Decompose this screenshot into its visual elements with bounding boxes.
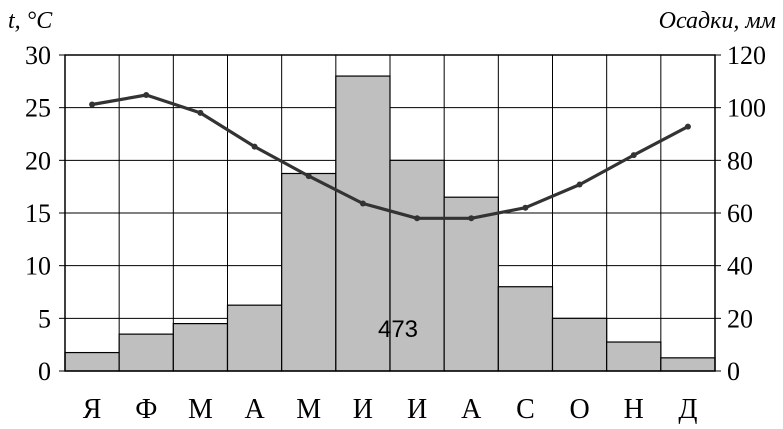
right-tick-label: 40 xyxy=(727,252,753,281)
temperature-point xyxy=(468,215,475,222)
left-tick-label: 30 xyxy=(25,41,51,70)
month-label: М xyxy=(188,394,213,425)
precipitation-bar xyxy=(281,172,337,372)
precipitation-total-label: 473 xyxy=(378,316,418,343)
precipitation-bar xyxy=(118,333,174,372)
temperature-line xyxy=(89,92,691,222)
month-label: Ф xyxy=(135,394,157,425)
precipitation-bars xyxy=(64,75,716,372)
month-label: Я xyxy=(83,394,102,425)
temperature-point xyxy=(522,204,529,211)
month-label: Д xyxy=(678,394,697,425)
right-tick-label: 20 xyxy=(727,304,753,333)
temperature-curve xyxy=(91,93,689,220)
temperature-point xyxy=(197,109,204,116)
temperature-point xyxy=(630,152,637,159)
right-tick-label: 100 xyxy=(727,94,766,123)
temperature-point xyxy=(576,181,583,188)
left-tick-label: 15 xyxy=(25,199,51,228)
precipitation-bar xyxy=(172,323,229,372)
right-axis-title: Осадки, мм xyxy=(659,8,776,34)
right-tick-label: 60 xyxy=(727,199,753,228)
month-label: Н xyxy=(624,394,644,425)
right-axis-ticks: 0 20 40 60 80 100 120 xyxy=(715,41,766,386)
precipitation-bar xyxy=(443,196,499,372)
left-axis-ticks: 0 5 10 15 20 25 30 xyxy=(25,41,65,386)
month-label: С xyxy=(516,394,535,425)
left-axis-title: t, °C xyxy=(8,8,53,34)
temperature-point xyxy=(251,143,258,150)
left-tick-label: 5 xyxy=(38,304,51,333)
month-label: О xyxy=(569,394,589,425)
precipitation-bar xyxy=(606,341,662,372)
precipitation-bar xyxy=(64,351,120,372)
left-tick-label: 10 xyxy=(25,252,51,281)
left-tick-label: 0 xyxy=(38,357,51,386)
left-tick-label: 25 xyxy=(25,94,51,123)
month-label: И xyxy=(407,394,427,425)
precipitation-bar xyxy=(497,286,554,372)
month-label: И xyxy=(353,394,373,425)
right-tick-label: 80 xyxy=(727,146,753,175)
temperature-point xyxy=(684,123,691,130)
precipitation-bar xyxy=(335,75,391,372)
month-label: А xyxy=(461,394,482,425)
right-tick-label: 0 xyxy=(727,357,740,386)
month-label: А xyxy=(244,394,265,425)
right-tick-label: 120 xyxy=(727,41,766,70)
temperature-point xyxy=(359,200,366,207)
precipitation-bar xyxy=(551,317,608,372)
temperature-point xyxy=(414,215,421,222)
temperature-point xyxy=(143,92,150,99)
temperature-point xyxy=(305,173,312,180)
precipitation-bar xyxy=(660,357,716,372)
precipitation-bar xyxy=(226,304,283,372)
temperature-point xyxy=(89,101,96,108)
month-label: М xyxy=(296,394,321,425)
left-tick-label: 20 xyxy=(25,146,51,175)
